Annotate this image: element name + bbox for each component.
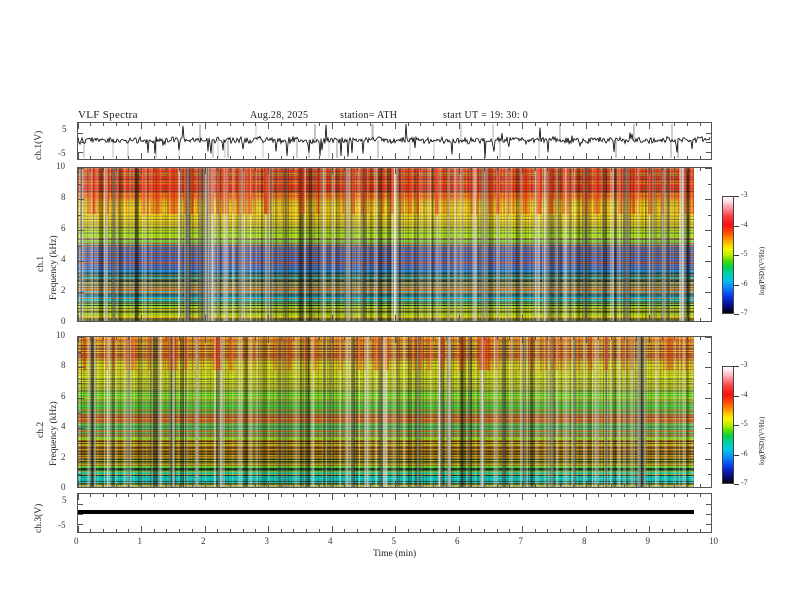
ch3-ytick-pos: 5: [62, 495, 67, 505]
y-tick-label: 0: [61, 316, 66, 326]
header-start-ut: start UT = 19: 30: 0: [443, 110, 529, 121]
panel-ch2-spectrogram: [77, 336, 712, 488]
y-tick-label: 10: [56, 161, 65, 171]
y-tick-label: 4: [61, 254, 66, 264]
ch3-ytick-neg: -5: [58, 520, 66, 530]
colorbar-tick: [734, 196, 739, 197]
x-tick-label: 6: [455, 536, 460, 546]
y-tick-label: 2: [61, 451, 66, 462]
y-tick-label: 0: [61, 482, 66, 492]
colorbar-tick: [734, 255, 739, 256]
ch2-spectrogram-image: [78, 337, 694, 487]
colorbar-tick: [734, 484, 739, 485]
ch1-ytick-pos: 5: [62, 124, 67, 134]
y-tick-label: 8: [61, 360, 66, 371]
colorbar-ch2-label: log(PSD)(V²/Hz): [758, 416, 766, 465]
page-title: VLF Spectra: [78, 109, 138, 121]
x-tick-label: 3: [264, 536, 270, 546]
x-tick-label: 1: [137, 536, 143, 546]
x-tick-label: 8: [582, 536, 587, 546]
header-date: Aug.28, 2025: [250, 110, 309, 121]
colorbar-tick: [734, 454, 739, 456]
y-tick-label: 2: [61, 285, 66, 295]
panel-ch1-spectrogram: [77, 167, 712, 322]
colorbar-tick-label: -4: [741, 389, 748, 399]
colorbar-tick-label: -5: [741, 249, 748, 258]
spectrogram-column-texture: [78, 168, 694, 321]
ch1-spec-ylabel-channel: ch.1: [36, 255, 46, 272]
y-tick-label: 4: [61, 421, 66, 432]
header-station: station= ATH: [340, 110, 398, 121]
colorbar-ch2: [722, 366, 734, 484]
ch3-waveform-trace: [78, 510, 694, 514]
x-tick-label: 7: [518, 536, 524, 546]
y-tick-label: 6: [61, 390, 66, 401]
colorbar-tick-label: -3: [741, 360, 748, 369]
colorbar-ch1-label: log(PSD)(V²/Hz): [758, 246, 766, 295]
colorbar-tick: [734, 225, 739, 227]
colorbar-tick-label: -4: [741, 219, 748, 229]
colorbar-tick: [734, 284, 739, 286]
colorbar-tick-label: -3: [741, 190, 748, 199]
x-tick-label: 4: [328, 536, 333, 546]
colorbar-tick: [734, 366, 739, 367]
spectrogram-row-texture: [78, 337, 694, 487]
y-tick-label: 6: [61, 223, 66, 233]
colorbar-tick: [734, 314, 739, 315]
colorbar-tick-label: -7: [741, 308, 748, 317]
colorbar-tick: [734, 425, 739, 426]
ch2-spec-ylabel-frequency: Frequency (kHz): [49, 401, 59, 466]
panel-ch1-waveform: [77, 122, 712, 160]
x-tick-label: 0: [74, 536, 79, 546]
ch1-waveform-trace: [78, 123, 711, 159]
spectrogram-row-texture: [78, 168, 694, 321]
ch3-wave-ylabel: ch.3(V): [34, 503, 44, 533]
ch1-ytick-neg: -5: [58, 148, 66, 158]
y-tick-label: 8: [61, 192, 66, 202]
colorbar-ch1: [722, 196, 734, 314]
panel-ch3-waveform: [77, 493, 712, 533]
colorbar-tick: [734, 395, 739, 397]
x-tick-label: 2: [201, 536, 206, 546]
spectrogram-column-texture: [78, 337, 694, 487]
colorbar-tick-label: -6: [741, 448, 748, 458]
x-tick-label: 5: [391, 536, 397, 546]
ch1-spec-ylabel-frequency: Frequency (kHz): [49, 235, 59, 300]
ch1-spectrogram-image: [78, 168, 694, 321]
colorbar-tick-label: -6: [741, 278, 748, 288]
colorbar-tick-label: -5: [741, 419, 748, 428]
y-tick-label: 10: [56, 330, 65, 340]
x-tick-label: 10: [709, 536, 718, 546]
x-tick-label: 9: [645, 536, 651, 546]
ch2-spec-ylabel-channel: ch.2: [36, 421, 46, 438]
colorbar-tick-label: -7: [741, 478, 748, 487]
x-axis-label: Time (min): [373, 549, 417, 559]
ch1-wave-ylabel: ch.1(V): [34, 130, 44, 160]
